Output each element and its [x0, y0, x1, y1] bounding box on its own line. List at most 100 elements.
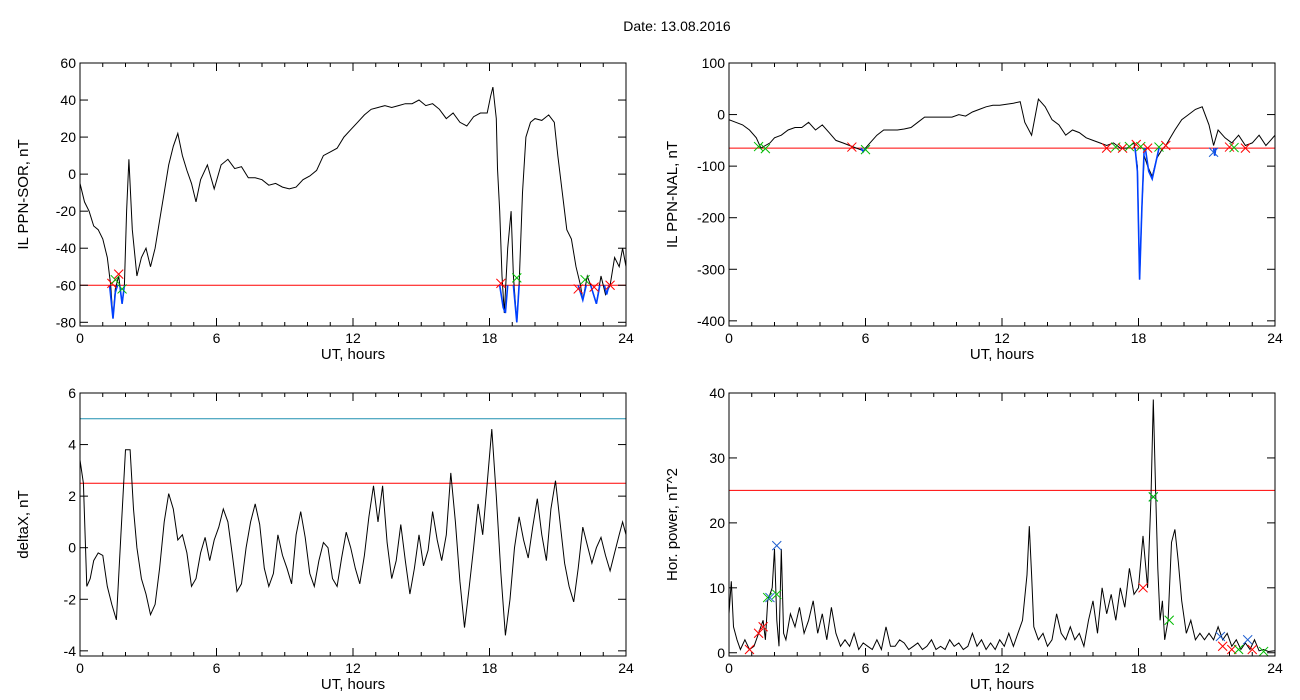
x-tick-label: 0 — [725, 660, 733, 676]
x-tick-label: 12 — [994, 330, 1010, 346]
y-tick-label: 0 — [68, 540, 76, 556]
y-tick-label: 30 — [709, 450, 725, 466]
x-tick-label: 18 — [1131, 660, 1147, 676]
event-marker-stroke — [744, 644, 755, 655]
event-marker — [496, 278, 506, 289]
dip-segment — [512, 285, 520, 323]
x-tick-label: 24 — [618, 330, 634, 346]
event-marker — [1135, 141, 1146, 152]
event-marker — [1258, 646, 1269, 656]
y-tick-label: 100 — [702, 55, 726, 71]
chart-panel-power: 0 6 12 18 24 0 10 20 30 40 UT, hours Hor. power, nT… — [664, 385, 1283, 693]
x-tick-label: 18 — [482, 660, 498, 676]
y-tick-label: 0 — [68, 166, 76, 182]
x-tick-label: 18 — [1131, 330, 1147, 346]
y-tick-label: 40 — [709, 385, 725, 401]
dip-segment — [603, 285, 610, 295]
event-marker-stroke — [1226, 644, 1237, 655]
event-marker-stroke — [1154, 142, 1164, 152]
event-marker — [753, 628, 764, 639]
event-marker — [1233, 644, 1244, 655]
event-marker-stroke — [1164, 615, 1175, 626]
event-marker-stroke — [1135, 141, 1146, 152]
event-marker-stroke — [846, 142, 857, 152]
event-marker-stroke — [580, 274, 590, 285]
series-line — [729, 98, 1275, 280]
event-marker — [1224, 142, 1235, 152]
event-marker — [1148, 492, 1159, 502]
event-marker-stroke — [760, 143, 771, 154]
event-marker-stroke — [753, 141, 764, 152]
event-marker-stroke — [771, 540, 782, 551]
dip-segment — [498, 285, 509, 314]
event-marker-stroke — [1217, 641, 1228, 652]
event-marker-stroke — [762, 592, 773, 603]
x-tick-label: 12 — [345, 330, 361, 346]
y-tick-label: -4 — [64, 643, 77, 659]
y-tick-label: 40 — [60, 92, 76, 108]
x-tick-label: 0 — [725, 330, 733, 346]
event-marker-stroke — [860, 144, 871, 155]
event-marker-stroke — [1117, 143, 1128, 153]
event-marker — [1154, 142, 1164, 152]
event-marker-stroke — [1208, 147, 1219, 158]
x-axis-label: UT, hours — [970, 346, 1034, 363]
chart-panel-sor: 0 6 12 18 24 -80 -60 -40 -20 0 20 40 60 UT, hours IL P… — [15, 55, 634, 363]
dip-segment — [119, 285, 126, 304]
event-marker — [1138, 582, 1148, 593]
y-tick-label: -2 — [64, 591, 77, 607]
event-marker — [744, 644, 755, 655]
y-tick-label: 6 — [68, 385, 76, 401]
event-marker — [1226, 644, 1237, 655]
event-marker-stroke — [1224, 142, 1235, 152]
y-axis-label: Hor. power, nT^2 — [664, 468, 681, 581]
event-marker — [1247, 644, 1258, 655]
event-marker — [771, 589, 782, 600]
series-line — [80, 86, 626, 323]
event-marker — [1101, 143, 1112, 153]
event-marker-stroke — [1131, 139, 1142, 150]
event-marker — [762, 592, 773, 603]
event-marker — [589, 282, 600, 292]
event-marker — [846, 142, 857, 152]
event-marker-stroke — [1233, 644, 1244, 655]
plot-frame — [79, 62, 627, 327]
event-marker — [573, 284, 584, 294]
y-tick-label: 4 — [68, 437, 76, 453]
event-marker — [113, 269, 124, 279]
plot-area — [80, 418, 626, 636]
event-marker — [1124, 141, 1135, 152]
y-tick-label: -200 — [697, 210, 725, 226]
y-axis-label: IL PPN-SOR, nT — [15, 139, 32, 249]
x-tick-label: 24 — [618, 660, 634, 676]
event-marker — [1160, 140, 1171, 151]
x-axis-label: UT, hours — [321, 676, 385, 693]
event-marker-stroke — [1148, 492, 1159, 502]
x-tick-label: 24 — [1267, 660, 1283, 676]
dip-segment — [108, 285, 119, 319]
event-marker — [1164, 615, 1175, 626]
event-marker — [765, 592, 775, 603]
event-marker — [511, 272, 522, 283]
event-marker — [753, 141, 764, 152]
event-marker-stroke — [1160, 140, 1171, 151]
event-marker — [1217, 641, 1228, 652]
x-axis-label: UT, hours — [321, 346, 385, 363]
event-marker — [771, 540, 782, 551]
event-marker — [1142, 143, 1153, 153]
y-tick-label: 0 — [717, 645, 725, 661]
event-marker-stroke — [1229, 142, 1239, 153]
x-tick-label: 6 — [213, 330, 221, 346]
event-marker — [1208, 147, 1219, 158]
y-tick-label: 60 — [60, 55, 76, 71]
y-tick-label: -400 — [697, 313, 725, 329]
event-marker-stroke — [117, 284, 127, 294]
y-tick-label: -100 — [697, 158, 725, 174]
event-marker-stroke — [1240, 143, 1251, 153]
event-marker-stroke — [765, 592, 775, 603]
x-axis-label: UT, hours — [970, 676, 1034, 693]
y-tick-label: 20 — [60, 129, 76, 145]
y-tick-label: -40 — [56, 240, 76, 256]
